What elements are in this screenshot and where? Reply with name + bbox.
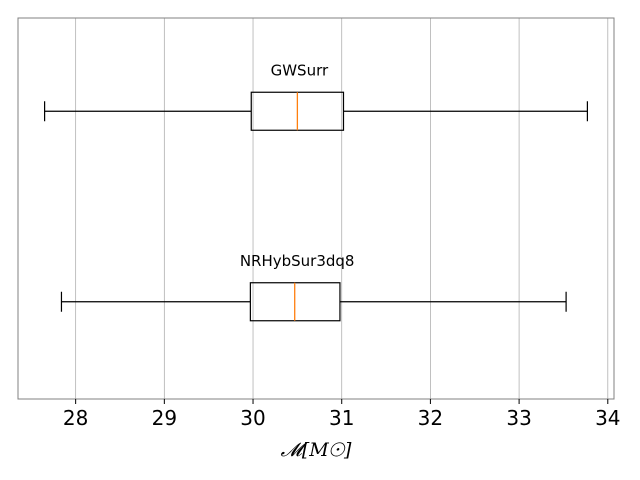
x-tick-label: 34	[595, 406, 620, 430]
x-tick-label: 28	[63, 406, 88, 430]
x-tick-label: 29	[152, 406, 177, 430]
box-nrhybsur3dq8: NRHybSur3dq8	[60, 252, 567, 322]
x-axis-label: 𝓜[M☉]	[281, 439, 352, 461]
x-tick-label: 33	[506, 406, 531, 430]
series-label: GWSurr	[271, 61, 329, 79]
plot-frame	[17, 17, 615, 400]
x-tick-label: 30	[240, 406, 265, 430]
box-series: GWSurr NRHybSur3dq8	[44, 61, 588, 322]
x-axis-ticks: 28 29 30 31 32 33 34	[63, 399, 621, 430]
box-gwsurr: GWSurr	[44, 61, 588, 131]
series-label: NRHybSur3dq8	[240, 252, 355, 270]
grid-lines	[75, 18, 609, 399]
x-tick-label: 32	[418, 406, 443, 430]
x-tick-label: 31	[329, 406, 354, 430]
